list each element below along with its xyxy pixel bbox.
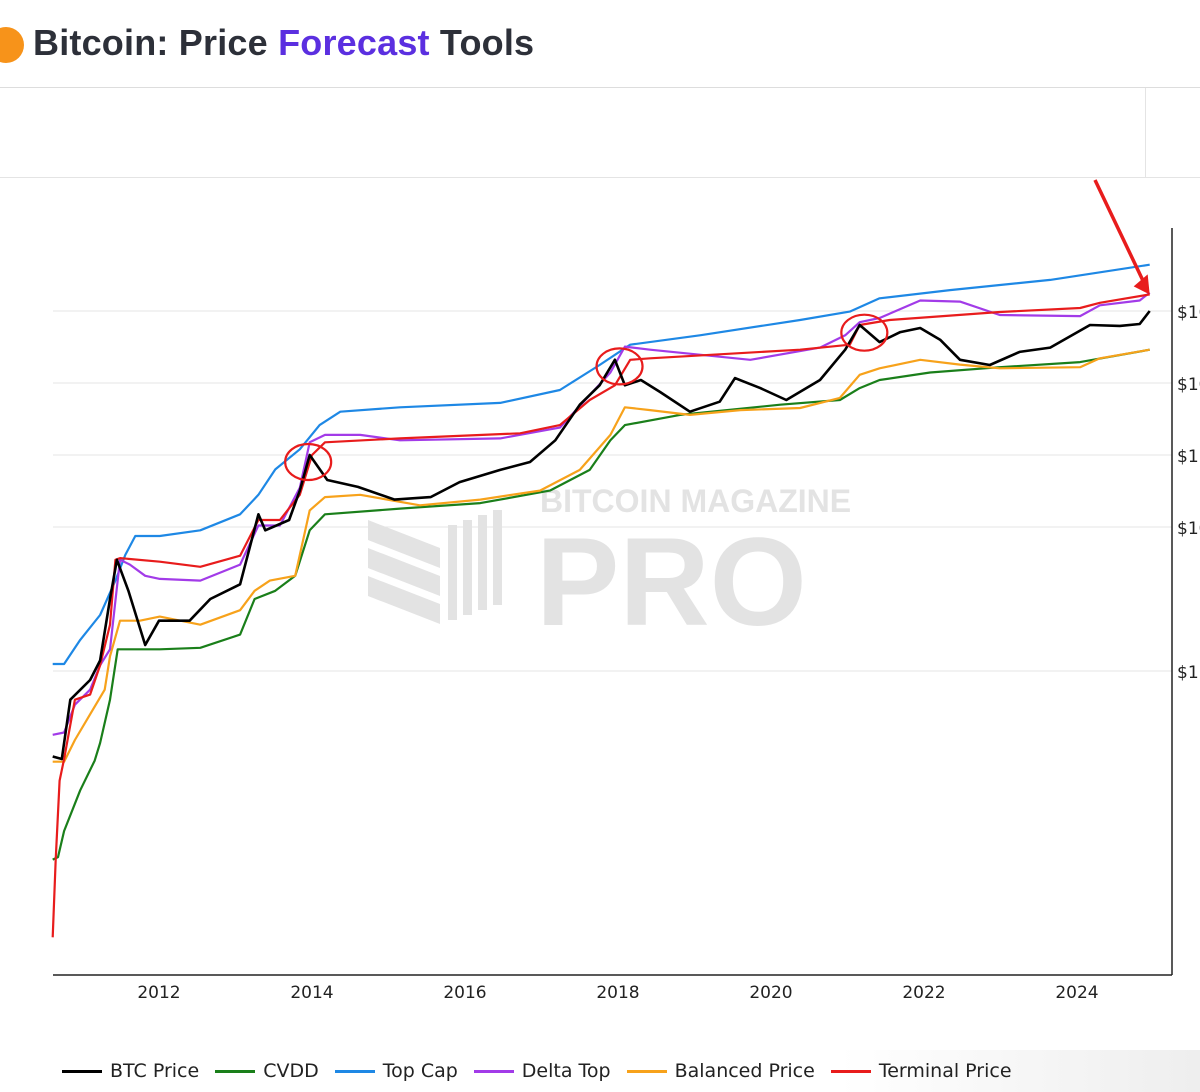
legend-swatch: [334, 1069, 375, 1073]
x-tick-label: 2014: [290, 983, 333, 1003]
title-part2: Tools: [429, 22, 535, 63]
header-divider: [0, 87, 1200, 88]
watermark-line1: BITCOIN MAGAZINE: [540, 483, 851, 519]
legend-item[interactable]: Terminal Price: [830, 1060, 1012, 1082]
series-line-balanced-price: [52, 348, 1150, 763]
legend-label: Delta Top: [521, 1060, 611, 1082]
x-tick-label: 2024: [1055, 983, 1098, 1003]
y-tick-label: $1: [1177, 663, 1199, 683]
arrow-head-icon: [1133, 274, 1150, 295]
legend-swatch: [830, 1069, 871, 1073]
legend-background: [0, 1050, 1200, 1092]
legend-swatch: [626, 1069, 667, 1073]
legend-label: BTC Price: [110, 1060, 200, 1082]
y-tick-label: $1K: [1177, 447, 1200, 467]
legend-item[interactable]: BTC Price: [62, 1060, 199, 1082]
series-line-cvdd: [52, 348, 1150, 861]
legend-swatch: [62, 1069, 102, 1073]
watermark-logo-icon: [368, 510, 502, 624]
legend-label: Terminal Price: [878, 1060, 1012, 1082]
legend-item[interactable]: Delta Top: [473, 1060, 611, 1082]
legend-label: Top Cap: [382, 1060, 458, 1082]
legend-item[interactable]: Balanced Price: [626, 1060, 815, 1082]
y-tick-label: $100: [1177, 519, 1200, 539]
legend: BTC Price CVDD Top Cap Delta Top Balanced Pr…: [62, 1060, 1012, 1082]
page-title: Bitcoin: Price Forecast Tools: [33, 22, 534, 64]
x-tick-label: 2020: [749, 983, 792, 1003]
title-part1: Bitcoin: Price: [33, 22, 279, 63]
controls-panel: [0, 88, 1200, 178]
highlight-circle: [284, 442, 333, 482]
series-line-delta-top: [52, 291, 1151, 736]
legend-item[interactable]: CVDD: [215, 1060, 319, 1082]
x-tick-label: 2018: [596, 983, 639, 1003]
arrow-shaft: [1093, 179, 1149, 290]
panel-separator: [1145, 88, 1146, 177]
x-tick-label: 2016: [443, 983, 486, 1003]
y-tick-label: $10K: [1177, 375, 1200, 395]
series-line-btc-price: [52, 310, 1151, 761]
legend-item[interactable]: Top Cap: [334, 1060, 458, 1082]
highlight-circle: [595, 347, 644, 386]
legend-swatch: [473, 1069, 514, 1073]
watermark: BITCOIN MAGAZINE PRO: [368, 483, 851, 652]
legend-label: Balanced Price: [674, 1060, 815, 1082]
legend-swatch: [215, 1069, 256, 1073]
title-highlight: Forecast: [278, 22, 430, 63]
watermark-line2: PRO: [536, 513, 807, 652]
highlight-circle: [840, 313, 889, 352]
legend-label: CVDD: [263, 1060, 319, 1082]
y-tick-label: $100K: [1177, 303, 1200, 323]
x-tick-label: 2012: [137, 983, 180, 1003]
x-tick-label: 2022: [902, 983, 945, 1003]
